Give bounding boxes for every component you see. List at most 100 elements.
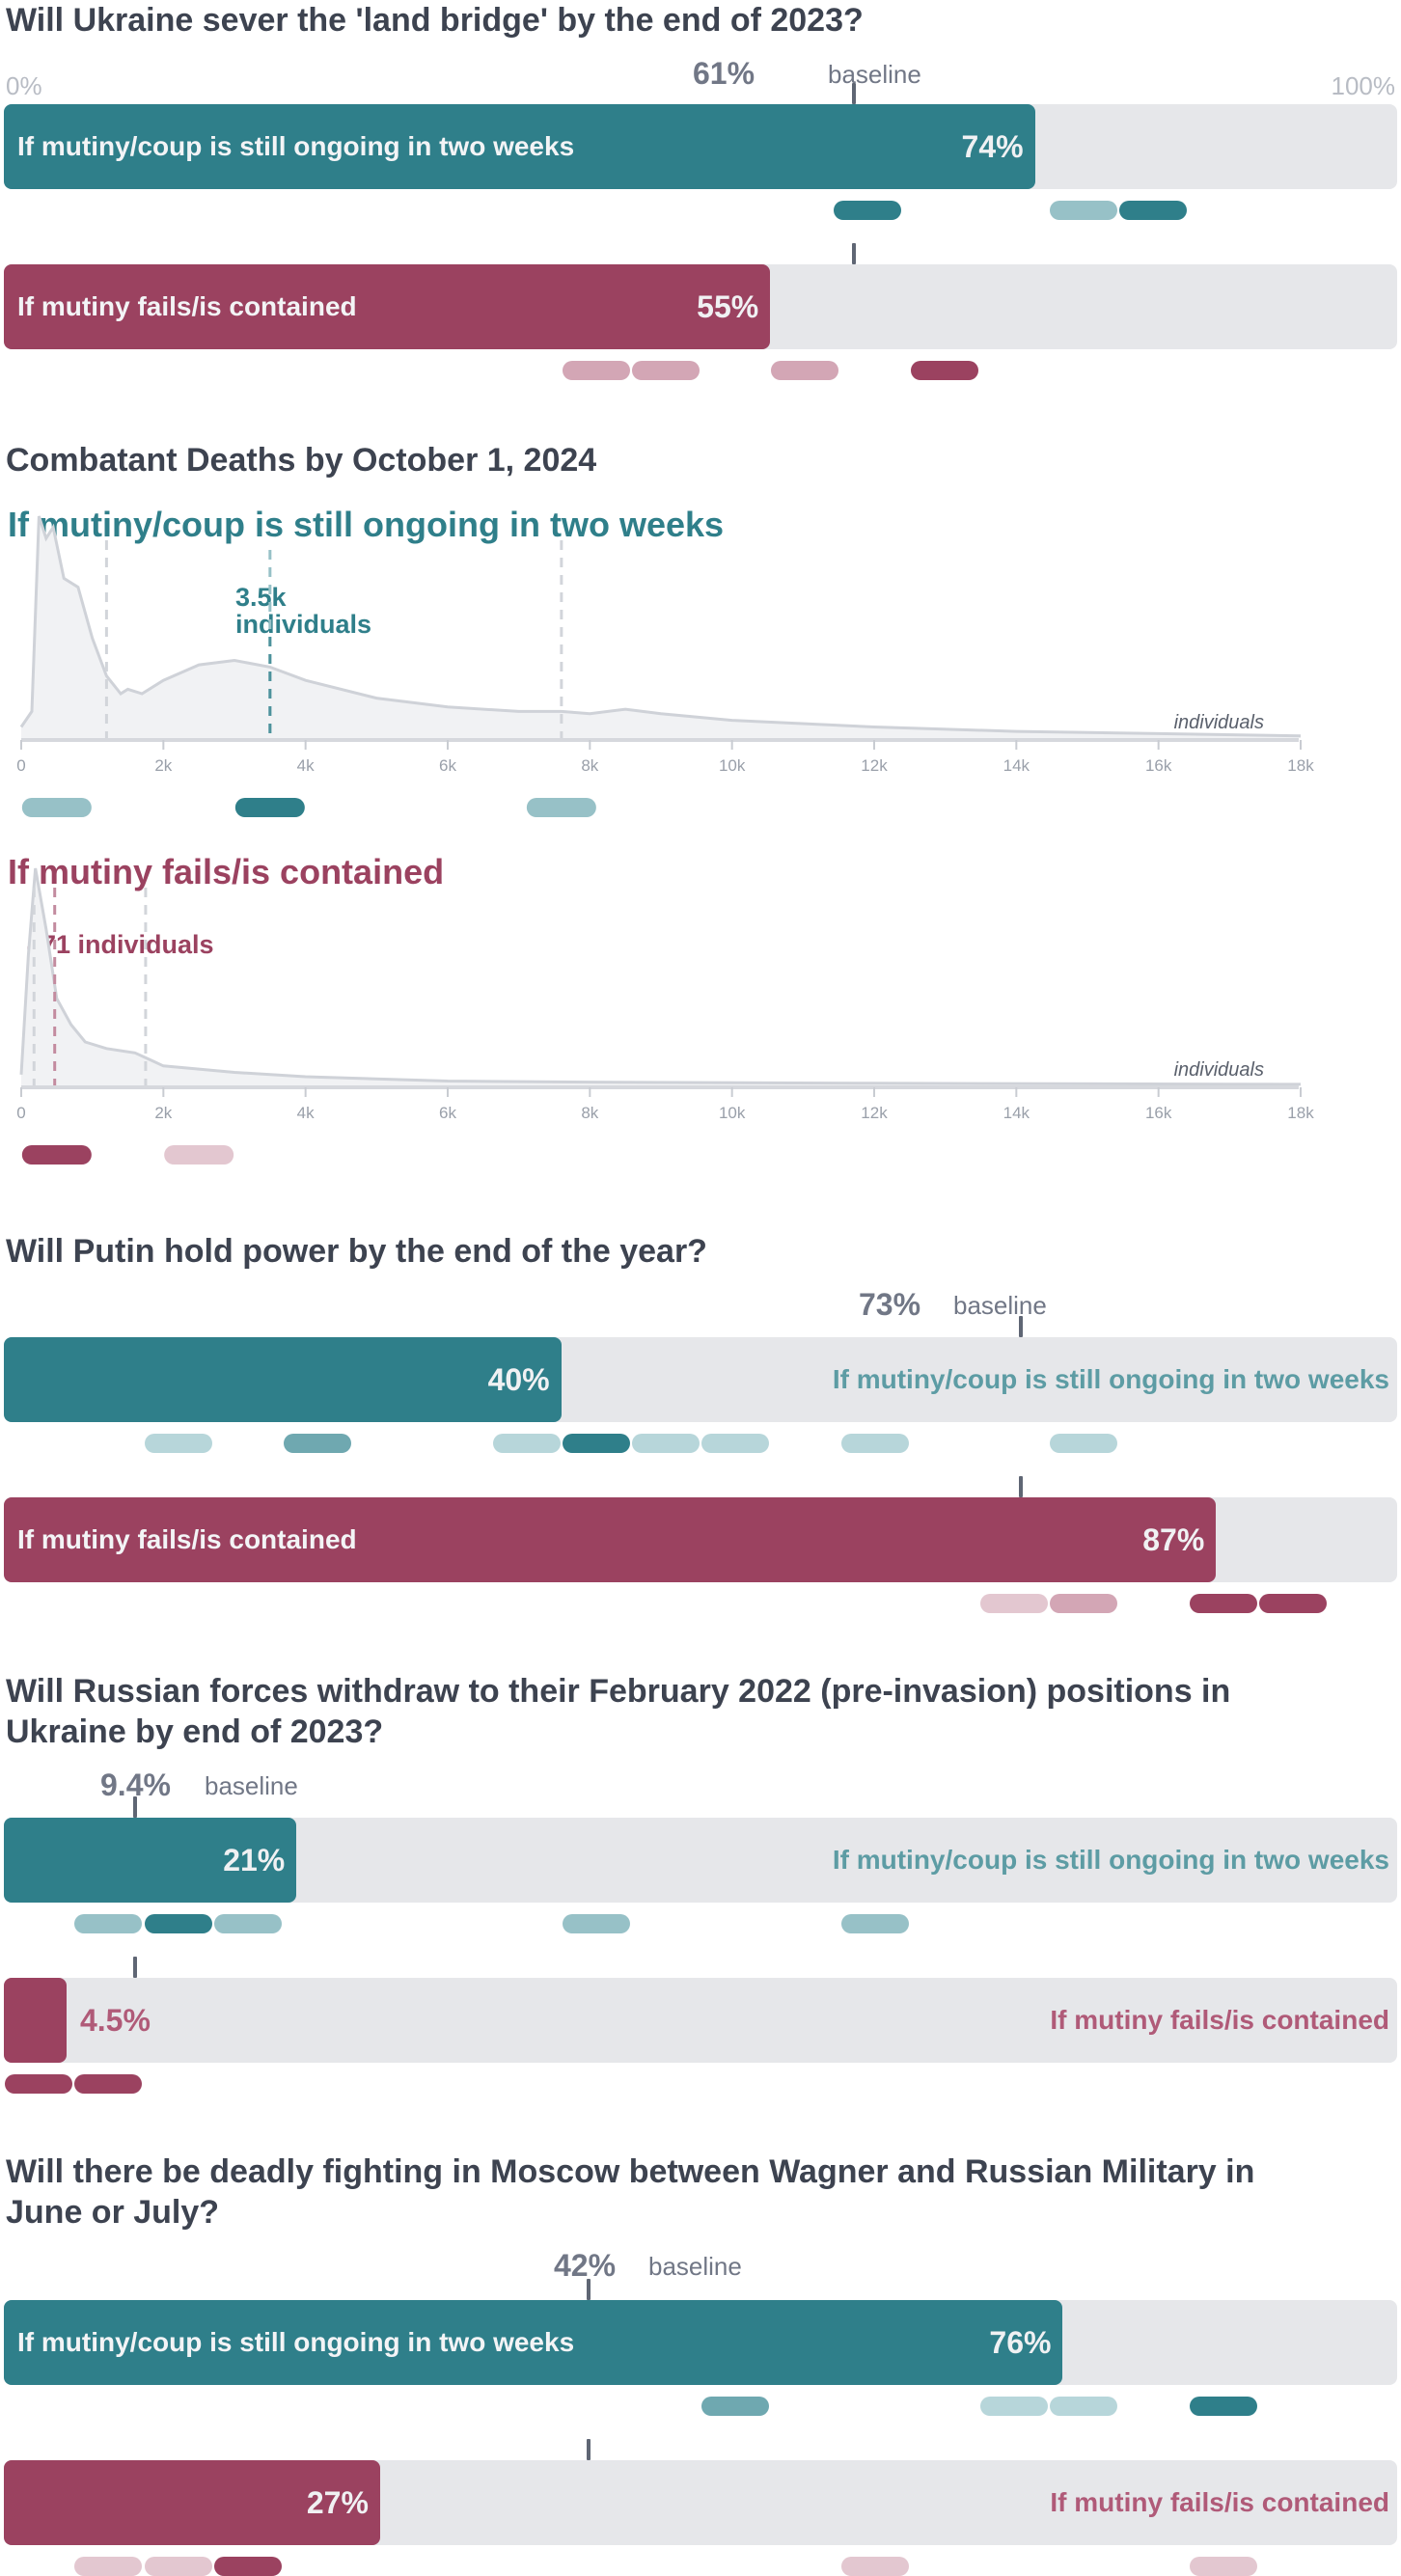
q1-forecast-pill xyxy=(834,201,902,220)
x-tick-label: 6k xyxy=(439,1104,456,1122)
q5-forecast-pill xyxy=(74,2557,143,2576)
q3-forecast-pill xyxy=(283,1434,351,1453)
q2-panel1-median-unit: individuals xyxy=(235,610,372,639)
q1-title: Will Ukraine sever the 'land bridge' by … xyxy=(6,2,864,39)
q4-bar-track: If mutiny fails/is contained 4.5% xyxy=(4,1978,1397,2063)
q3-bar-value: 40% xyxy=(487,1362,550,1397)
forecast-pill xyxy=(164,1145,234,1165)
q5-bar-value: 27% xyxy=(306,2485,369,2520)
x-tick-label: 0 xyxy=(16,756,25,775)
q3-forecast-pill xyxy=(979,1594,1048,1613)
q4-bar-fill xyxy=(4,1818,297,1903)
q3-bar-fill xyxy=(4,1497,1217,1582)
q5-forecast-pill xyxy=(1050,2397,1118,2416)
x-tick-label: 18k xyxy=(1287,1104,1314,1122)
q1-bar-label: If mutiny/coup is still ongoing in two w… xyxy=(17,131,575,161)
forecast-pill xyxy=(234,798,305,817)
x-tick-label: 8k xyxy=(581,756,598,775)
q1-baseline-label: baseline xyxy=(828,60,921,89)
deaths-chart-contained: 0 2k 4k 6k 8k 10k 12k 14k 16k 18k individuals xyxy=(16,867,1314,1165)
q4-bar-value: 21% xyxy=(223,1843,286,1877)
q5-forecast-pill xyxy=(979,2397,1048,2416)
q5-baseline-tick xyxy=(587,2279,591,2300)
q1-bar-label: If mutiny fails/is contained xyxy=(17,291,357,321)
q4-baseline-tick xyxy=(132,1796,137,1818)
x-tick-label: 2k xyxy=(154,756,172,775)
q1-bar-value: 74% xyxy=(961,129,1024,164)
q1-forecast-pill xyxy=(771,361,839,380)
q3-baseline-value: 73% xyxy=(859,1287,921,1322)
q4-bar-label: If mutiny/coup is still ongoing in two w… xyxy=(832,1845,1389,1875)
q4-forecast-pill xyxy=(74,2074,143,2094)
q3-baseline-tick xyxy=(1019,1476,1024,1497)
x-tick-label: 6k xyxy=(439,756,456,775)
q1-forecast-pill xyxy=(1050,201,1118,220)
x-unit-label: individuals xyxy=(1174,712,1264,733)
q3-bar-value: 87% xyxy=(1142,1522,1205,1557)
q3-forecast-pill xyxy=(701,1434,770,1453)
x-tick-label: 16k xyxy=(1145,756,1172,775)
q4-title-line1: Will Russian forces withdraw to their Fe… xyxy=(6,1673,1231,1710)
q4-bar-fill xyxy=(4,1978,67,2063)
q5-forecast-pill xyxy=(1189,2397,1257,2416)
q5-title-line2: June or July? xyxy=(6,2194,220,2231)
q5-baseline-value: 42% xyxy=(554,2248,617,2283)
q5-bar-label: If mutiny/coup is still ongoing in two w… xyxy=(17,2327,575,2357)
q4-forecast-pill xyxy=(144,1914,212,1933)
q4-forecast-pill xyxy=(213,1914,282,1933)
x-tick-label: 16k xyxy=(1145,1104,1172,1122)
q5-forecast-pill xyxy=(840,2557,909,2576)
q5-forecast-pill xyxy=(213,2557,282,2576)
q5-baseline-label: baseline xyxy=(648,2252,742,2281)
q3-title: Will Putin hold power by the end of the … xyxy=(6,1233,707,1270)
q4-forecast-pill xyxy=(562,1914,630,1933)
forecast-pill xyxy=(21,1145,92,1165)
q3-forecast-pill xyxy=(144,1434,212,1453)
q4-forecast-pill xyxy=(5,2074,73,2094)
q3-bar-fill xyxy=(4,1337,562,1422)
q3-bar-track: If mutiny fails/is contained 87% xyxy=(4,1497,1397,1582)
density-area xyxy=(21,516,1301,738)
q5-bar-fill xyxy=(4,2300,1063,2385)
q4-baseline-tick xyxy=(132,1957,137,1978)
deaths-chart-ongoing: 0 2k 4k 6k 8k 10k 12k 14k 16k 18k individuals xyxy=(16,515,1314,817)
q3-forecast-pill xyxy=(1050,1594,1118,1613)
q3-forecast-pill xyxy=(631,1434,700,1453)
forecast-pill xyxy=(526,798,596,817)
q5-forecast-pill xyxy=(144,2557,212,2576)
x-tick-label: 14k xyxy=(1003,1104,1030,1122)
x-tick-label: 12k xyxy=(861,756,888,775)
density-area xyxy=(21,868,1301,1085)
q4-forecast-pill xyxy=(840,1914,909,1933)
q1-forecast-pill xyxy=(910,361,978,380)
q3-bar-label: If mutiny fails/is contained xyxy=(17,1524,357,1554)
q3-forecast-pill xyxy=(1258,1594,1327,1613)
q1-scale-max: 100% xyxy=(1331,71,1396,100)
x-tick-label: 10k xyxy=(719,756,746,775)
x-tick-label: 10k xyxy=(719,1104,746,1122)
q5-title-line1: Will there be deadly fighting in Moscow … xyxy=(6,2153,1255,2190)
density-line xyxy=(19,515,1302,738)
q1-bar-value: 55% xyxy=(697,289,759,324)
x-tick-label: 0 xyxy=(16,1104,25,1122)
q5-forecast-pill xyxy=(701,2397,770,2416)
q4-bar-value: 4.5% xyxy=(79,2003,151,2038)
q2-panel2-median-value: 471 individuals xyxy=(27,930,214,959)
q1-bar-fill xyxy=(4,104,1035,189)
q1-baseline-tick xyxy=(851,243,856,264)
q5-bar-track: If mutiny/coup is still ongoing in two w… xyxy=(4,2300,1397,2385)
q1-bar-fill xyxy=(4,264,771,349)
q2-panel2-subtitle: If mutiny fails/is contained xyxy=(8,852,445,891)
q3-forecast-pill xyxy=(1050,1434,1118,1453)
q1-baseline-value: 61% xyxy=(693,56,755,91)
q4-forecast-pill xyxy=(74,1914,143,1933)
q3-forecast-pill xyxy=(1189,1594,1257,1613)
q5-baseline-tick xyxy=(587,2439,591,2460)
q2-title: Combatant Deaths by October 1, 2024 xyxy=(6,442,597,479)
q3-forecast-pill xyxy=(562,1434,630,1453)
q5-bar-track: If mutiny fails/is contained 27% xyxy=(4,2460,1397,2545)
q1-bar-track: If mutiny/coup is still ongoing in two w… xyxy=(4,104,1397,189)
q1-forecast-pill xyxy=(562,361,630,380)
q3-baseline-label: baseline xyxy=(953,1291,1047,1320)
x-tick-label: 4k xyxy=(297,756,315,775)
